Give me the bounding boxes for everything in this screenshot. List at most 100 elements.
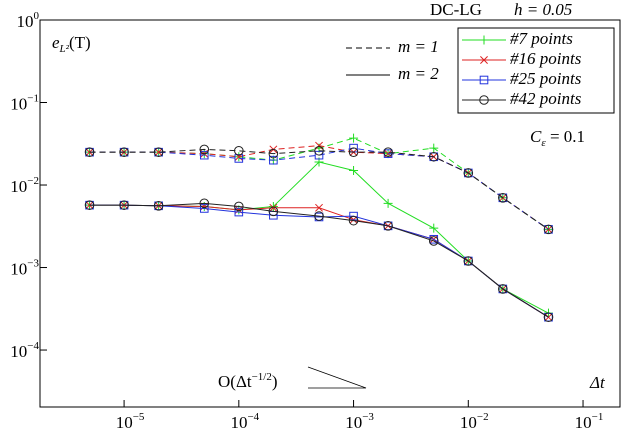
tick-exponent: −2 — [477, 411, 489, 423]
annotation: O(Δt−1/2) — [218, 371, 278, 391]
tick-label: 10−4 — [230, 411, 259, 432]
marker — [543, 224, 554, 235]
marker — [498, 284, 508, 294]
y-label-part: L² — [59, 43, 70, 55]
annotation-part: O(Δt — [218, 372, 252, 391]
tick-label: 10−1 — [10, 92, 39, 113]
chart-subtitle: h = 0.05 — [514, 0, 572, 19]
plot-frame — [39, 19, 621, 408]
annotation-part: −1/2 — [252, 371, 272, 383]
legend-marker — [479, 95, 489, 105]
marker — [268, 201, 278, 211]
slope-triangle — [307, 366, 367, 389]
chart-title: DC-LG — [430, 0, 482, 19]
tick-exponent: −1 — [27, 92, 39, 104]
tick-base: 10 — [575, 413, 592, 432]
marker — [153, 147, 164, 157]
marker — [199, 204, 209, 213]
marker — [498, 192, 508, 203]
marker — [199, 144, 210, 155]
tick-label: 10−5 — [116, 411, 145, 432]
annotation-part: ) — [272, 372, 278, 391]
series-line — [89, 148, 549, 230]
legend-label: #7 points — [510, 29, 573, 48]
marker — [269, 155, 278, 165]
annotation-part: = 0.1 — [546, 127, 585, 146]
tick-exponent: −1 — [592, 411, 604, 423]
marker — [428, 151, 439, 162]
marker — [543, 312, 554, 323]
tick-base: 10 — [345, 413, 362, 432]
marker — [234, 207, 244, 217]
tick-base: 10 — [460, 413, 477, 432]
tick-label: 10−1 — [575, 411, 604, 432]
marker — [429, 143, 439, 153]
tick-base: 10 — [10, 342, 27, 361]
annotation-part: C — [530, 127, 542, 146]
series-line — [89, 202, 549, 318]
legend-label: #42 points — [510, 89, 582, 108]
tick-base: 10 — [116, 413, 133, 432]
marker — [119, 147, 129, 157]
marker — [349, 133, 359, 143]
marker — [348, 215, 359, 226]
marker — [153, 200, 164, 211]
annotation-part: ε — [541, 137, 546, 149]
tick-exponent: −4 — [247, 411, 259, 423]
tick-label: 10−2 — [460, 411, 489, 432]
tick-base: 10 — [230, 413, 247, 432]
tick-exponent: −3 — [362, 411, 374, 423]
marker — [199, 198, 210, 209]
annotation: Cε = 0.1 — [530, 127, 585, 149]
marker — [383, 198, 393, 208]
tick-exponent: −3 — [27, 257, 39, 269]
marker — [84, 200, 95, 210]
marker — [314, 211, 324, 221]
tick-exponent: −5 — [133, 411, 145, 423]
marker — [383, 221, 393, 231]
legend-marker — [479, 35, 489, 45]
tick-base: 10 — [10, 177, 27, 196]
y-label-part: e — [52, 33, 60, 52]
tick-base: 10 — [10, 94, 27, 113]
tick-exponent: 0 — [34, 10, 40, 22]
marker — [315, 141, 323, 150]
tick-label: 10−3 — [345, 411, 374, 432]
marker — [268, 148, 279, 159]
marker — [199, 150, 209, 160]
y-label: eL²(T) — [52, 33, 91, 55]
marker — [84, 147, 95, 157]
tick-exponent: −4 — [27, 340, 39, 352]
marker — [428, 236, 439, 246]
marker — [383, 147, 393, 157]
tick-exponent: −2 — [27, 175, 39, 187]
marker — [314, 145, 324, 156]
marker — [463, 168, 474, 178]
legend-marker — [480, 56, 488, 64]
tick-label: 10−2 — [10, 175, 39, 196]
marker — [349, 211, 358, 221]
x-label: Δt — [589, 373, 606, 392]
marker — [349, 165, 359, 175]
legend-marker — [479, 75, 489, 85]
series-line — [89, 204, 549, 318]
marker — [234, 145, 244, 156]
tick-base: 10 — [17, 12, 34, 31]
legend-label: m = 1 — [398, 37, 439, 56]
marker — [269, 203, 278, 212]
marker — [463, 256, 474, 266]
legend-label: #16 points — [510, 49, 582, 68]
marker — [429, 223, 439, 233]
marker — [234, 201, 244, 212]
legend-label: #25 points — [510, 69, 582, 88]
tick-label: 10−4 — [10, 340, 39, 361]
marker — [315, 203, 323, 212]
marker — [268, 206, 279, 217]
marker — [348, 147, 359, 157]
marker — [154, 148, 163, 157]
y-label-part: (T) — [69, 33, 91, 52]
tick-label: 10−3 — [10, 257, 39, 278]
tick-label: 100 — [17, 10, 40, 31]
tick-base: 10 — [10, 259, 27, 278]
